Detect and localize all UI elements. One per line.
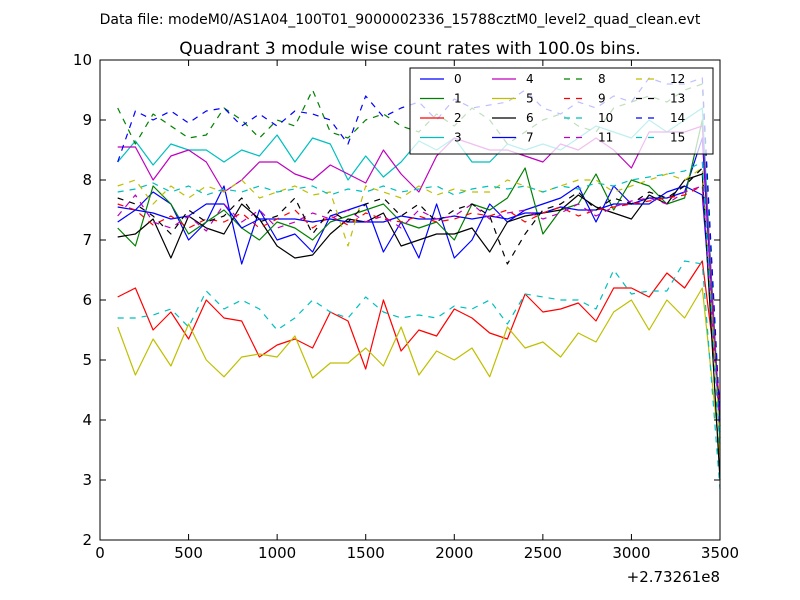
series-line-2 [117, 260, 721, 403]
y-tick-label: 6 [82, 291, 92, 309]
x-tick-label: 3500 [701, 544, 739, 562]
y-tick-label: 4 [82, 411, 92, 429]
chart-title: Quadrant 3 module wise count rates with … [179, 39, 640, 59]
x-tick-label: 2000 [435, 544, 473, 562]
y-tick-label: 9 [82, 111, 92, 129]
x-tick-label: 3000 [612, 544, 650, 562]
x-tick-label: 1500 [347, 544, 385, 562]
y-tick-label: 5 [82, 351, 92, 369]
series-line-10 [117, 260, 721, 490]
legend-label-5: 5 [526, 92, 534, 106]
legend-label-0: 0 [454, 72, 462, 86]
legend-label-8: 8 [598, 72, 606, 86]
series-line-15 [117, 161, 721, 451]
legend-label-10: 10 [598, 111, 613, 125]
series-line-0 [117, 137, 721, 439]
x-offset-label: +2.73261e8 [627, 568, 720, 586]
legend-label-12: 12 [670, 72, 685, 86]
legend-label-11: 11 [598, 131, 613, 145]
series-line-12 [117, 167, 721, 439]
plot-frame [99, 59, 721, 541]
suptitle: Data file: modeM0/AS1A04_100T01_90000023… [100, 12, 701, 28]
y-tick-label: 10 [73, 51, 92, 69]
legend-label-2: 2 [454, 111, 462, 125]
y-tick-label: 3 [82, 471, 92, 489]
series-line-6 [117, 173, 721, 481]
legend-label-1: 1 [454, 92, 462, 106]
x-tick-label: 500 [174, 544, 203, 562]
series-line-11 [117, 185, 721, 427]
y-tick-label: 8 [82, 171, 92, 189]
legend-label-6: 6 [526, 111, 534, 125]
legend-label-3: 3 [454, 131, 462, 145]
legend-label-4: 4 [526, 72, 534, 86]
legend-label-7: 7 [526, 131, 534, 145]
series-line-13 [117, 167, 721, 481]
x-tick-label: 0 [95, 544, 105, 562]
y-tick-label: 7 [82, 231, 92, 249]
series-line-14 [117, 77, 721, 421]
series-line-4 [117, 125, 721, 433]
x-tick-label: 1000 [258, 544, 296, 562]
legend-label-14: 14 [670, 111, 685, 125]
legend-label-9: 9 [598, 92, 606, 106]
x-tick-label: 2500 [524, 544, 562, 562]
legend-box [409, 67, 714, 155]
series-line-5 [117, 287, 721, 457]
series-layer [117, 77, 721, 490]
series-line-7 [117, 185, 721, 421]
legend-label-15: 15 [670, 131, 685, 145]
legend-label-13: 13 [670, 92, 685, 106]
y-tick-label: 2 [82, 531, 92, 549]
